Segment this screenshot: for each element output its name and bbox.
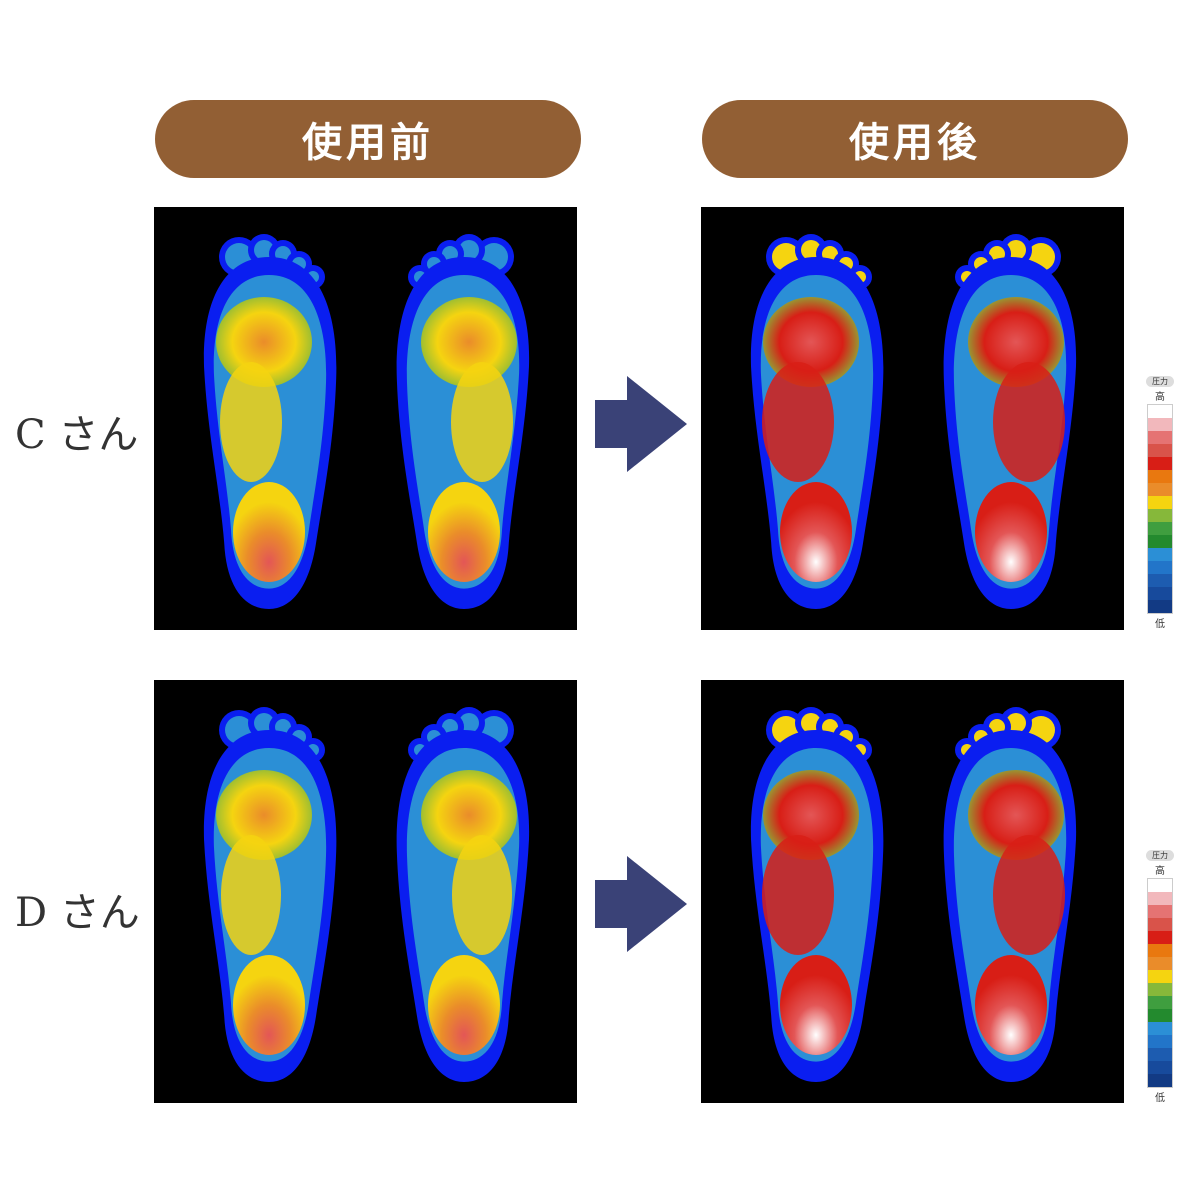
foot-heatmap (203, 234, 337, 609)
pressure-map-d-after (701, 680, 1124, 1103)
legend-swatch (1148, 509, 1172, 522)
arrow-right-icon (595, 856, 687, 952)
legend-swatch (1148, 1009, 1172, 1022)
legend-swatch (1148, 548, 1172, 561)
legend-swatch (1148, 522, 1172, 535)
legend-color-bar (1147, 404, 1173, 614)
foot-heatmap (396, 234, 530, 609)
foot-heatmap (750, 707, 884, 1082)
legend-swatch (1148, 483, 1172, 496)
legend-swatch (1148, 957, 1172, 970)
pressure-map-c-after (701, 207, 1124, 630)
legend-swatch (1148, 1074, 1172, 1087)
foot-heatmap (943, 234, 1077, 609)
legend-swatch (1148, 1061, 1172, 1074)
pressure-map-d-before (154, 680, 577, 1103)
foot-heatmap (943, 707, 1077, 1082)
foot-heatmap (203, 707, 337, 1082)
legend-high: 高 (1155, 866, 1165, 877)
legend-swatch (1148, 905, 1172, 918)
legend-title: 圧力 (1146, 376, 1174, 387)
legend-swatch (1148, 931, 1172, 944)
legend-swatch (1148, 1035, 1172, 1048)
row-label-d: D さん (15, 890, 140, 936)
legend-swatch (1148, 983, 1172, 996)
legend-swatch (1148, 574, 1172, 587)
pressure-legend: 圧力 高 低 (1146, 850, 1174, 1104)
legend-swatch (1148, 496, 1172, 509)
legend-swatch (1148, 944, 1172, 957)
legend-swatch (1148, 444, 1172, 457)
legend-swatch (1148, 457, 1172, 470)
legend-swatch (1148, 587, 1172, 600)
legend-low: 低 (1155, 1093, 1165, 1104)
legend-swatch (1148, 879, 1172, 892)
foot-heatmap (396, 707, 530, 1082)
legend-swatch (1148, 431, 1172, 444)
legend-swatch (1148, 561, 1172, 574)
legend-title: 圧力 (1146, 850, 1174, 861)
after-header: 使用後 (702, 100, 1128, 178)
legend-color-bar (1147, 878, 1173, 1088)
legend-swatch (1148, 970, 1172, 983)
legend-swatch (1148, 535, 1172, 548)
legend-swatch (1148, 996, 1172, 1009)
legend-swatch (1148, 892, 1172, 905)
pressure-map-c-before (154, 207, 577, 630)
legend-swatch (1148, 918, 1172, 931)
legend-swatch (1148, 470, 1172, 483)
legend-swatch (1148, 418, 1172, 431)
pressure-legend: 圧力 高 低 (1146, 376, 1174, 630)
foot-heatmap (750, 234, 884, 609)
arrow-right-icon (595, 376, 687, 472)
legend-swatch (1148, 405, 1172, 418)
legend-high: 高 (1155, 392, 1165, 403)
before-header: 使用前 (155, 100, 581, 178)
legend-swatch (1148, 1048, 1172, 1061)
legend-swatch (1148, 1022, 1172, 1035)
row-label-c: C さん (15, 412, 139, 458)
legend-low: 低 (1155, 619, 1165, 630)
legend-swatch (1148, 600, 1172, 613)
